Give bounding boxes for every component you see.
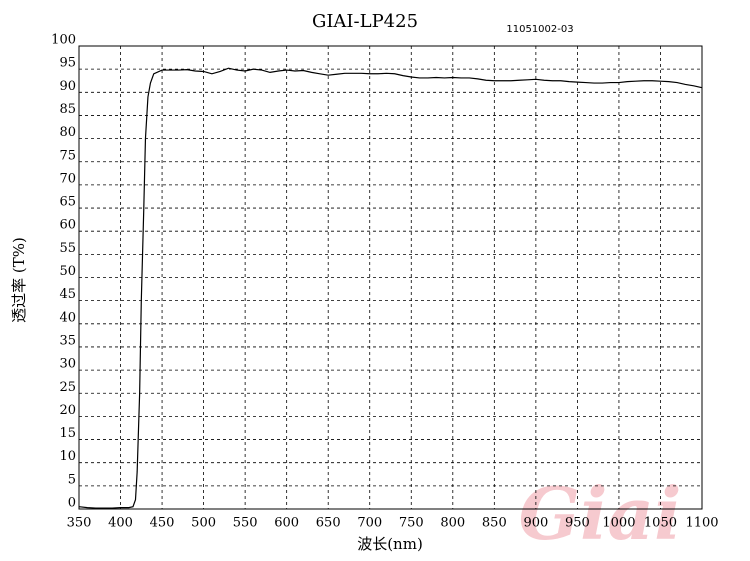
x-tick-label: 700 (357, 516, 382, 531)
x-tick-label: 500 (191, 516, 216, 531)
x-tick-label: 800 (440, 516, 465, 531)
y-tick-label: 100 (51, 33, 76, 48)
x-tick-label: 750 (399, 516, 424, 531)
x-tick-label: 900 (523, 516, 548, 531)
y-tick-label: 85 (59, 102, 76, 117)
y-axis-label: 透过率 (T%) (10, 237, 28, 323)
x-tick-label: 400 (108, 516, 133, 531)
x-tick-label: 1050 (644, 516, 677, 531)
y-tick-label: 75 (59, 148, 76, 163)
x-axis-label: 波长(nm) (357, 535, 423, 553)
y-tick-label: 35 (59, 333, 76, 348)
y-tick-label: 30 (59, 357, 76, 372)
y-tick-label: 90 (59, 79, 76, 94)
y-tick-label: 5 (68, 472, 76, 487)
y-tick-label: 10 (59, 449, 76, 464)
y-tick-label: 55 (59, 241, 76, 256)
y-tick-label: 80 (59, 125, 76, 140)
chart-subtitle: 11051002-03 (506, 24, 573, 35)
y-tick-label: 40 (59, 310, 76, 325)
x-tick-label: 550 (233, 516, 258, 531)
x-tick-label: 950 (565, 516, 590, 531)
data-line (78, 67, 703, 509)
x-tick-label: 350 (67, 516, 92, 531)
y-tick-label: 70 (59, 171, 76, 186)
x-tick-label: 450 (150, 516, 175, 531)
y-tick-label: 15 (59, 426, 76, 441)
y-tick-label: 95 (59, 56, 76, 71)
chart-title: GIAI-LP425 (312, 11, 418, 32)
y-tick-label: 20 (59, 403, 76, 418)
x-tick-label: 600 (274, 516, 299, 531)
x-tick-label: 1100 (685, 516, 718, 531)
y-tick-label: 0 (68, 496, 76, 511)
y-tick-label: 60 (59, 218, 76, 233)
watermark: Giai (519, 471, 682, 556)
y-tick-label: 25 (59, 380, 76, 395)
x-tick-label: 650 (316, 516, 341, 531)
plot-border (78, 45, 703, 510)
x-tick-label: 1000 (602, 516, 635, 531)
y-tick-label: 65 (59, 195, 76, 210)
y-tick-label: 45 (59, 287, 76, 302)
x-tick-label: 850 (482, 516, 507, 531)
y-tick-label: 50 (59, 264, 76, 279)
